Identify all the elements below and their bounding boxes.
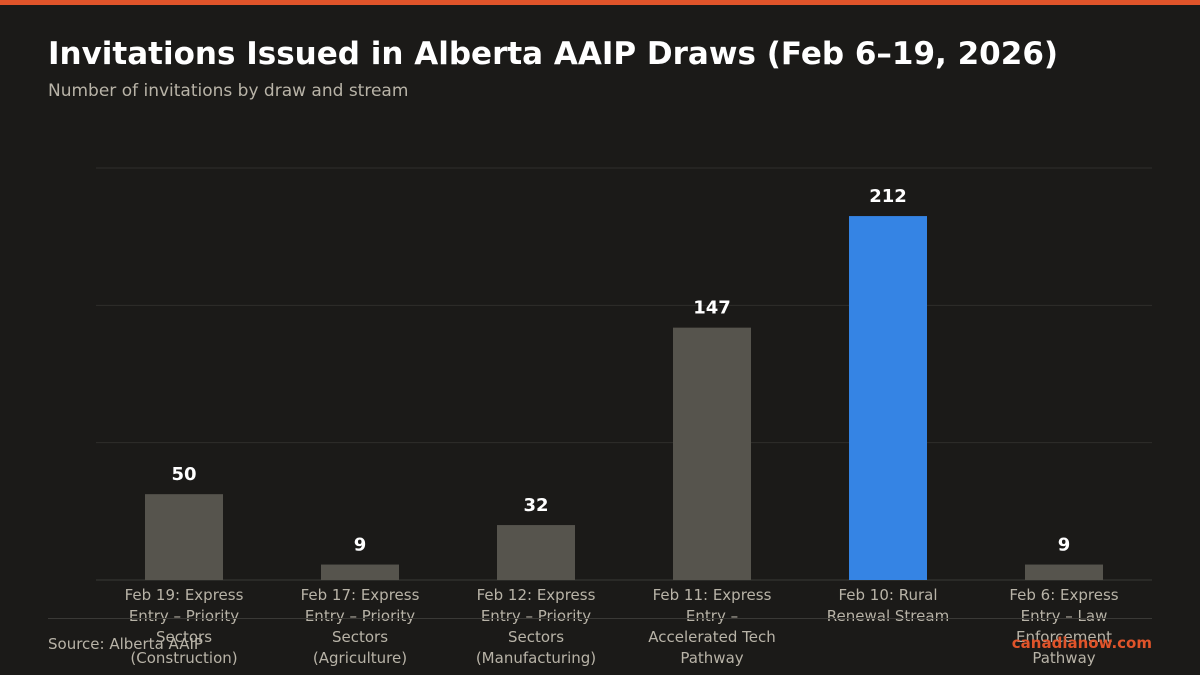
category-label: Feb 6: Express Entry – Law Enforcement Path… <box>1009 586 1118 667</box>
brand-label: canadianow.com <box>1011 634 1152 652</box>
bar <box>673 327 751 580</box>
bar-value-label: 32 <box>523 495 548 516</box>
category-label: Feb 19: Express Entry – Priority Sectors (C… <box>125 586 244 667</box>
category-label: Feb 11: Express Entry – Accelerated Tech Pa… <box>648 586 775 667</box>
chart-subtitle: Number of invitations by draw and stream <box>48 81 409 101</box>
bar <box>1025 564 1103 580</box>
bar <box>145 494 223 580</box>
source-note: Source: Alberta AAIP <box>48 635 203 653</box>
bar-value-label: 9 <box>354 535 367 556</box>
bar <box>497 525 575 580</box>
category-label: Feb 17: Express Entry – Priority Sectors (A… <box>301 586 420 667</box>
bar <box>849 216 927 581</box>
category-label: Feb 10: Rural Renewal Stream <box>827 586 949 625</box>
footer-divider <box>48 618 1152 619</box>
category-label: Feb 12: Express Entry – Priority Sectors (M… <box>476 586 596 667</box>
chart-title: Invitations Issued in Alberta AAIP Draws… <box>48 36 1059 72</box>
bar-value-label: 147 <box>693 298 731 319</box>
bar <box>321 564 399 580</box>
bar-value-label: 9 <box>1058 535 1071 556</box>
bar-value-label: 50 <box>171 464 196 485</box>
bar-value-label: 212 <box>869 186 907 207</box>
accent-top-bar <box>0 0 1200 5</box>
